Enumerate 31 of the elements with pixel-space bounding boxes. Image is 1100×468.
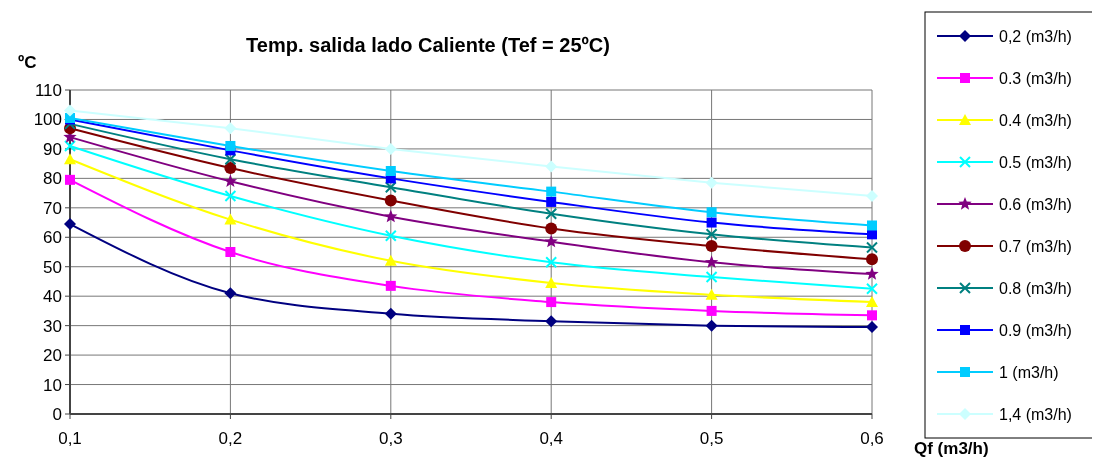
legend-label: 0.6 (m3/h) [999,196,1072,213]
y-tick-label: 40 [43,287,62,307]
y-tick-label: 80 [43,169,62,189]
y-tick-label: 30 [43,316,62,336]
x-tick-label: 0,5 [699,429,724,448]
x-tick-label: 0,1 [58,429,82,448]
x-axis-title: Qf (m3/h) [914,439,989,458]
legend-label: 0.7 (m3/h) [999,238,1072,255]
legend-label: 0.9 (m3/h) [999,322,1072,339]
legend-label: 0.4 (m3/h) [999,112,1072,129]
x-tick-label: 0,3 [378,429,403,448]
y-tick-label: 60 [43,228,62,248]
x-tick-label: 0,2 [218,429,243,448]
legend-label: 0.3 (m3/h) [999,70,1072,87]
legend-label: 0.8 (m3/h) [999,280,1072,297]
y-tick-label: 100 [33,110,62,130]
x-tick-label: 0,4 [539,429,564,448]
y-tick-label: 0 [52,405,62,424]
y-tick-label: 10 [43,375,62,395]
legend-label: 0,2 (m3/h) [999,28,1072,45]
chart-title: Temp. salida lado Caliente (Tef = 25ºC) [246,34,610,56]
y-tick-label: 90 [43,139,62,159]
legend-label: 1,4 (m3/h) [999,406,1072,423]
x-tick-label: 0,6 [860,429,884,448]
y-tick-label: 50 [43,257,62,277]
legend-label: 0.5 (m3/h) [999,154,1072,171]
y-tick-label: 110 [34,81,62,100]
y-tick-label: 20 [43,346,62,366]
legend-label: 1 (m3/h) [999,364,1059,381]
y-axis-title: ºC [18,53,37,72]
y-tick-label: 70 [43,198,62,218]
